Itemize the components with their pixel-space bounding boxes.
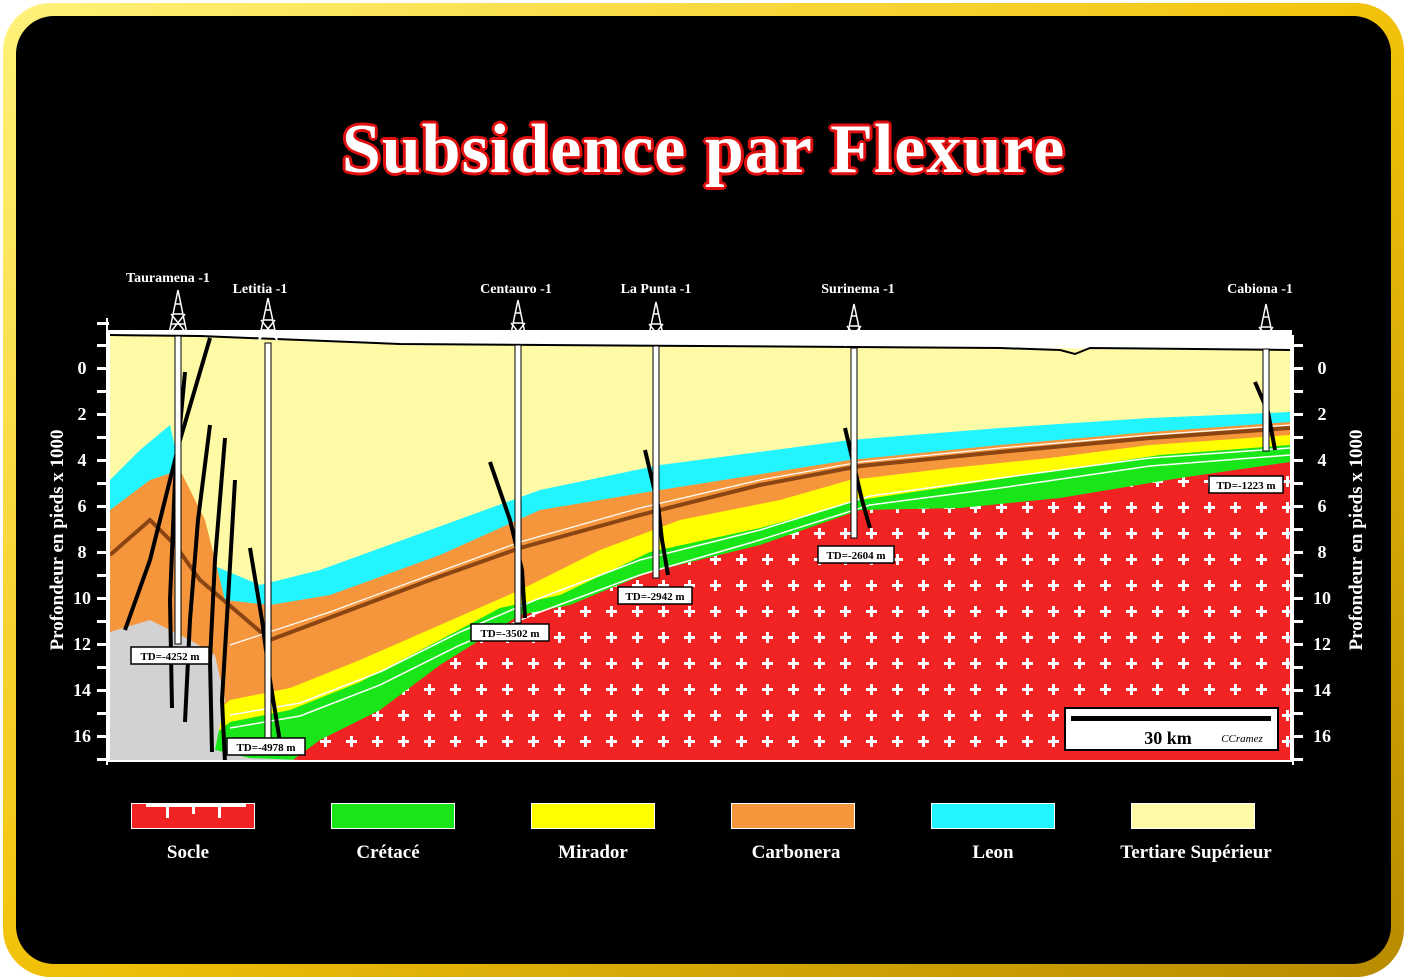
td-box-centauro: TD=-3502 m	[470, 623, 550, 642]
legend-label-mirador: Mirador	[558, 842, 628, 863]
scale-bar: 30 km CCramez	[1064, 707, 1279, 751]
right-tick-14: 14	[1313, 680, 1331, 700]
td-box-letitia: TD=-4978 m	[226, 737, 306, 756]
derrick-icon	[168, 289, 1276, 348]
legend-swatch-leon	[931, 803, 1055, 829]
legend-label-carbonera: Carbonera	[751, 842, 841, 863]
scale-bar-label: 30 km	[1144, 728, 1192, 748]
td-box-la-punta: TD=-2942 m	[617, 586, 693, 605]
left-tick-labels: 0 2 4 6 8 10 12 14 16	[73, 358, 91, 746]
credit-label: CCramez	[1221, 733, 1263, 745]
left-tick-4: 4	[78, 450, 87, 470]
left-ticks	[97, 322, 109, 761]
right-tick-4: 4	[1318, 450, 1327, 470]
right-ticks	[1291, 344, 1303, 761]
right-axis-title: Profondeur en pieds x 1000	[1346, 430, 1367, 651]
well-label-centauro: Centauro -1	[480, 282, 552, 297]
page-title: Subsidence par Flexure	[341, 111, 1066, 188]
socle-pattern-icon	[146, 804, 246, 818]
legend-swatch-carbonera	[731, 803, 855, 829]
right-tick-16: 16	[1313, 726, 1331, 746]
right-tick-6: 6	[1318, 496, 1327, 516]
legend-label-tertiaire: Tertiare Supérieur	[1120, 842, 1272, 863]
right-tick-12: 12	[1313, 634, 1331, 654]
left-tick-16: 16	[73, 726, 91, 746]
legend-label-cretace: Crétacé	[356, 842, 420, 863]
right-tick-10: 10	[1313, 588, 1331, 608]
right-tick-8: 8	[1318, 542, 1327, 562]
well-label-letitia: Letitia -1	[233, 282, 288, 297]
td-box-cabiona: TD=-1223 m	[1208, 475, 1284, 494]
left-tick-6: 6	[78, 496, 87, 516]
left-tick-14: 14	[73, 680, 91, 700]
td-box-tauramena: TD=-4252 m	[130, 646, 210, 665]
left-tick-0: 0	[78, 358, 87, 378]
legend-swatch-cretace	[331, 803, 455, 829]
legend-swatch-mirador	[531, 803, 655, 829]
layer-socle	[292, 462, 1290, 760]
right-tick-2: 2	[1318, 404, 1327, 424]
right-tick-0: 0	[1318, 358, 1327, 378]
td-label-letitia: TD=-4978 m	[236, 742, 295, 754]
left-tick-8: 8	[78, 542, 87, 562]
td-label-surinema: TD=-2604 m	[826, 550, 885, 562]
well-label-cabiona: Cabiona -1	[1227, 282, 1293, 297]
right-tick-labels: 0 2 4 6 8 10 12 14 16	[1313, 358, 1331, 746]
left-tick-12: 12	[73, 634, 91, 654]
legend-label-leon: Leon	[972, 842, 1014, 863]
legend-swatch-socle	[131, 803, 255, 829]
well-label-surinema: Surinema -1	[821, 282, 895, 297]
td-label-la-punta: TD=-2942 m	[625, 591, 684, 603]
legend-swatch-tertiaire	[1131, 803, 1255, 829]
td-box-surinema: TD=-2604 m	[817, 545, 895, 564]
legend-label-socle: Socle	[166, 842, 210, 863]
td-label-centauro: TD=-3502 m	[480, 628, 539, 640]
td-label-cabiona: TD=-1223 m	[1216, 480, 1275, 492]
td-label-tauramena: TD=-4252 m	[140, 651, 199, 663]
well-label-la-punta: La Punta -1	[621, 282, 692, 297]
well-label-tauramena: Tauramena -1	[126, 271, 210, 286]
well-boreholes	[174, 335, 1270, 739]
left-axis-title: Profondeur en pieds x 1000	[47, 430, 68, 651]
left-tick-2: 2	[78, 404, 87, 424]
left-tick-10: 10	[73, 588, 91, 608]
